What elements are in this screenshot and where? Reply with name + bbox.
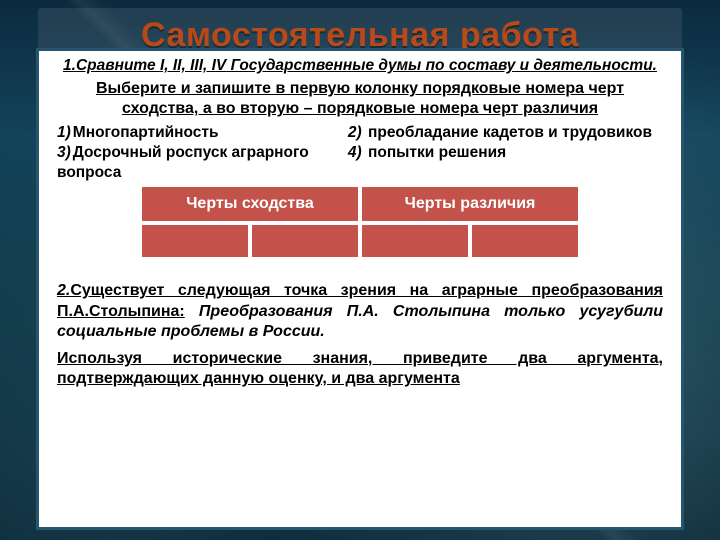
task1-lead: 1.Сравните I, II, III, IV Государственны… <box>57 57 663 75</box>
task2-block: 2.Существует следующая точка зрения на а… <box>57 281 663 342</box>
task1-instruction: Выберите и запишите в первую колонку пор… <box>57 79 663 119</box>
table-cell <box>250 223 360 259</box>
feature-1-text: Многопартийность <box>73 124 219 141</box>
table-cell <box>470 223 580 259</box>
table-body-row <box>140 223 580 259</box>
feature-2-text: преобладание кадетов и трудовиков <box>368 124 652 141</box>
comparison-table: Черты сходства Черты различия <box>140 185 580 259</box>
table-header-similarities: Черты сходства <box>140 185 360 223</box>
feature-1: 1)Многопартийность <box>57 123 348 143</box>
table-cell <box>140 223 250 259</box>
task1-lead-b: Государственные думы по составу и деятел… <box>226 57 657 74</box>
content-panel: 1.Сравните I, II, III, IV Государственны… <box>36 48 684 530</box>
table-header-differences: Черты различия <box>360 185 580 223</box>
table-cell <box>360 223 470 259</box>
feature-1-num: 1) <box>57 124 71 141</box>
task1-features: 1)Многопартийность 2) преобладание кадет… <box>57 123 663 183</box>
feature-4-text: попытки решения <box>368 144 506 161</box>
feature-2: 2) преобладание кадетов и трудовиков <box>348 123 663 143</box>
feature-4-num: 4) <box>348 144 362 161</box>
task1-roman: I, II, III, IV <box>160 57 226 74</box>
feature-3-text: Досрочный роспуск аграрного вопроса <box>57 144 309 181</box>
table-header-row: Черты сходства Черты различия <box>140 185 580 223</box>
feature-3: 3)Досрочный роспуск аграрного вопроса <box>57 143 348 183</box>
task2-conclusion: Используя исторические знания, приведите… <box>57 349 663 390</box>
task1-lead-a: Сравните <box>76 57 160 74</box>
task1-number: 1. <box>63 57 76 74</box>
task2-number: 2. <box>57 282 70 299</box>
feature-3-num: 3) <box>57 144 71 161</box>
feature-4: 4) попытки решения <box>348 143 663 183</box>
feature-2-num: 2) <box>348 124 362 141</box>
